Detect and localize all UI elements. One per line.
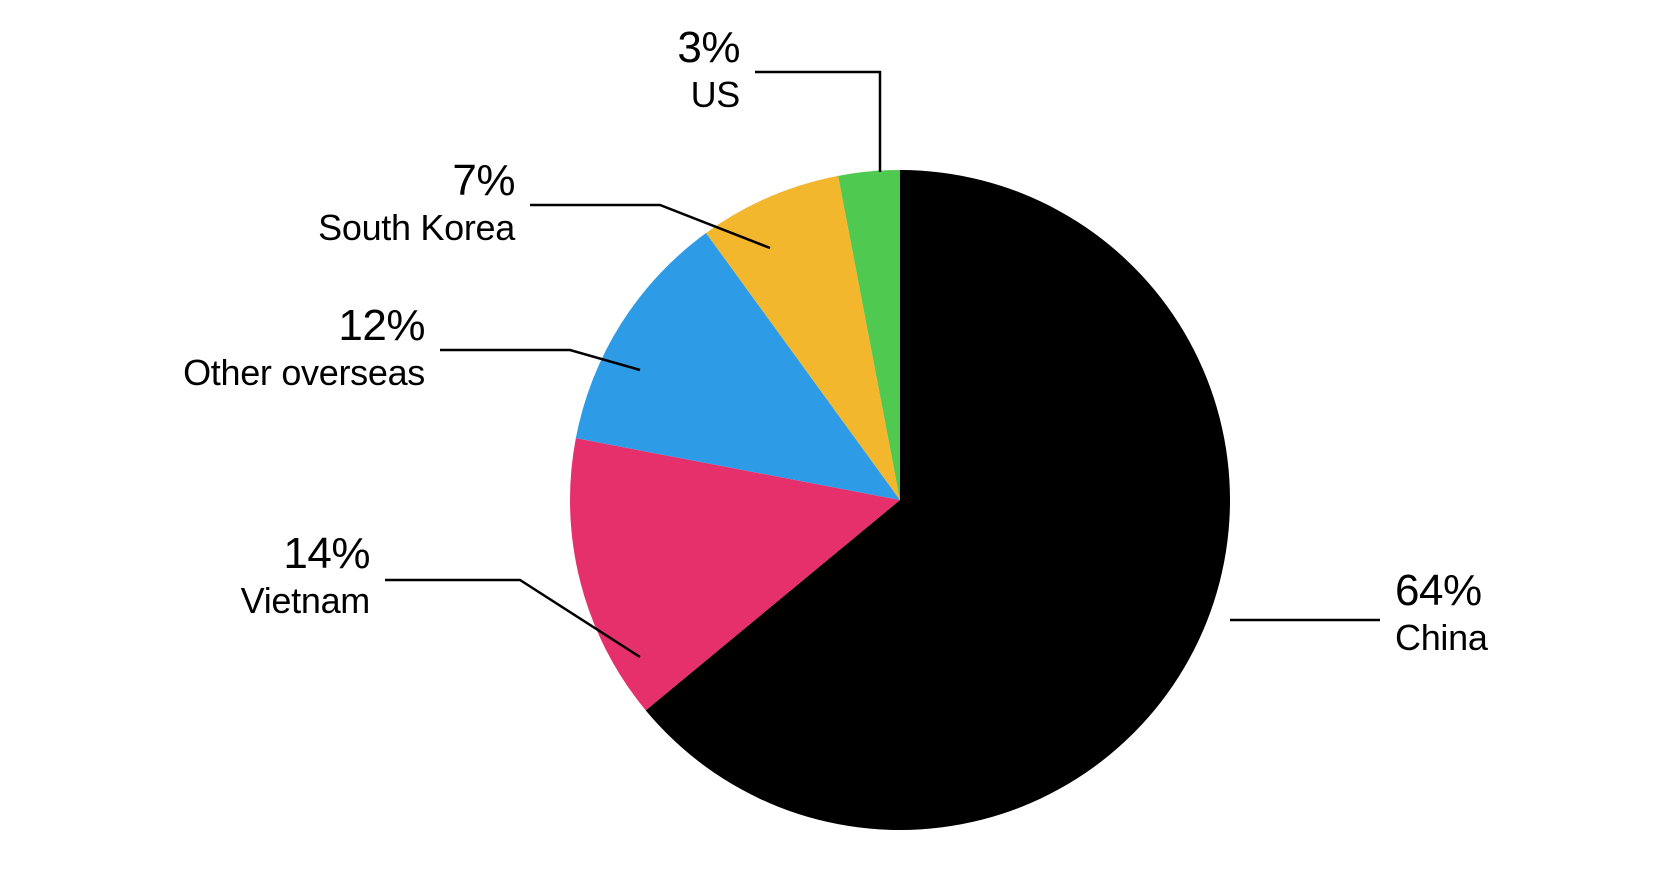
slice-label: Vietnam — [241, 580, 370, 621]
pie-slices-group — [570, 170, 1230, 830]
slice-label: China — [1395, 617, 1489, 658]
slice-percent: 14% — [283, 529, 370, 578]
pie-chart: 64%China 14%Vietnam 12%Other overseas 7%Sou… — [0, 0, 1674, 894]
slice-percent: 12% — [338, 301, 425, 350]
leader-line — [755, 72, 880, 172]
slice-percent: 3% — [677, 23, 740, 72]
slice-label: Other overseas — [183, 352, 425, 393]
slice-label: US — [691, 74, 740, 115]
slice-percent: 64% — [1395, 566, 1482, 615]
slice-label: South Korea — [318, 207, 516, 248]
slice-percent: 7% — [452, 156, 515, 205]
